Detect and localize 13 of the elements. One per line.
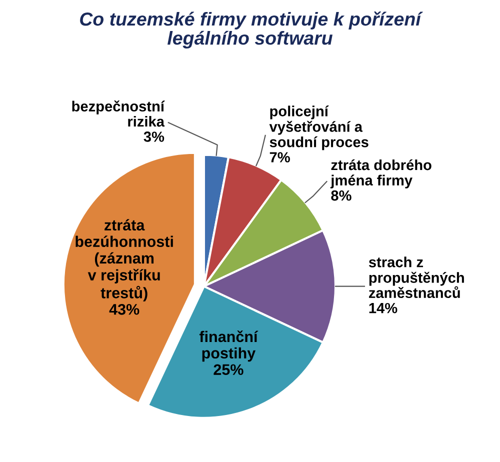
data-label: 43% xyxy=(109,304,140,315)
slice-label: policejní vyšetřování a soudní proces xyxy=(269,106,368,150)
data-label: 14% xyxy=(369,302,398,314)
slice-label: ztráta dobrého jména firmy xyxy=(330,159,432,188)
data-label: 3% xyxy=(144,132,164,142)
slice-label: bezpečnostní rizika xyxy=(72,100,165,127)
data-label: 25% xyxy=(214,364,244,376)
data-label: 8% xyxy=(331,190,352,201)
chart-title: Co tuzemské firmy motivuje k pořízení legálního softwaru xyxy=(80,12,423,48)
data-label: 7% xyxy=(270,152,290,162)
slice-label: finanční postihy xyxy=(199,330,258,362)
slice-label: ztráta bezúhonnosti (záznam v rejstříku trestů) xyxy=(76,219,173,302)
slice-label: strach z propuštěných zaměstnanců xyxy=(368,256,464,298)
